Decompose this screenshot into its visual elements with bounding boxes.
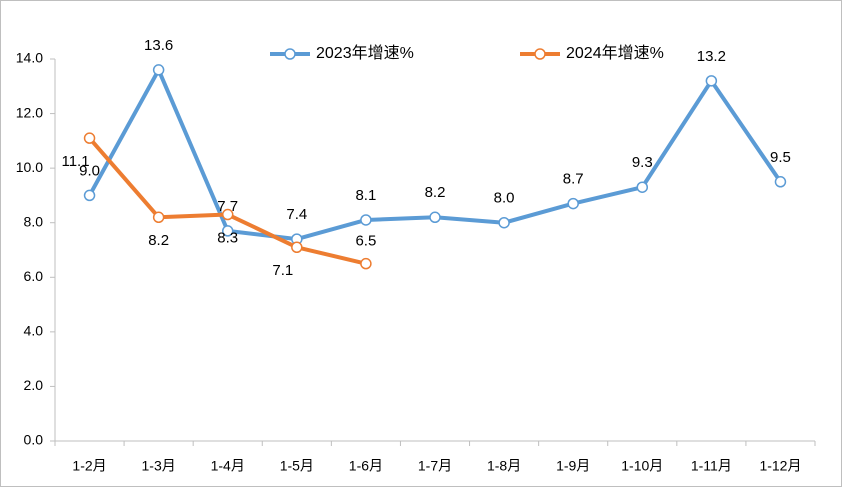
x-tick-label: 1-9月 <box>556 458 590 474</box>
point <box>152 64 165 76</box>
point <box>498 216 510 229</box>
data-label: 9.3 <box>632 154 653 171</box>
point <box>360 257 372 270</box>
data-label: 7.7 <box>217 198 238 215</box>
point <box>429 211 441 224</box>
x-tick-label: 1-6月 <box>349 458 383 474</box>
x-tick-label: 1-11月 <box>691 458 732 474</box>
point <box>291 241 303 254</box>
point <box>636 181 649 193</box>
data-label: 8.2 <box>425 184 446 201</box>
point <box>221 208 234 221</box>
data-label: 8.1 <box>355 187 376 204</box>
legend-label: 2023年增速% <box>316 44 414 62</box>
x-tick-label: 1-2月 <box>72 458 106 474</box>
x-tick-label: 1-4月 <box>211 458 245 474</box>
data-label: 9.5 <box>770 149 791 166</box>
point <box>152 211 165 224</box>
y-tick-label: 2.0 <box>24 377 44 393</box>
y-tick-label: 10.0 <box>16 159 43 175</box>
data-label: 13.2 <box>697 48 726 65</box>
point <box>83 189 96 202</box>
y-tick-label: 12.0 <box>16 104 43 120</box>
data-label: 11.1 <box>61 153 89 170</box>
y-tick-label: 4.0 <box>24 323 44 339</box>
point <box>221 225 234 237</box>
point <box>567 197 579 210</box>
point <box>83 132 96 144</box>
x-tick-label: 1-5月 <box>280 458 314 474</box>
data-label: 7.1 <box>272 262 293 279</box>
x-tick-label: 1-7月 <box>418 458 452 474</box>
data-label: 8.2 <box>148 232 169 249</box>
legend-marker <box>284 48 296 60</box>
data-label: 7.4 <box>286 206 307 223</box>
point <box>360 214 372 226</box>
y-tick-label: 6.0 <box>24 268 44 284</box>
legend-label: 2024年增速% <box>566 44 664 62</box>
y-tick-label: 8.0 <box>24 213 44 229</box>
y-tick-label: 14.0 <box>16 50 43 66</box>
y-tick-label: 0.0 <box>24 432 44 448</box>
point <box>774 176 787 188</box>
x-tick-label: 1-8月 <box>487 458 521 474</box>
data-label: 9.0 <box>79 162 100 179</box>
legend-marker <box>534 48 546 60</box>
point <box>705 75 718 87</box>
data-label: 8.3 <box>217 229 238 246</box>
data-label: 6.5 <box>355 233 376 250</box>
data-label: 8.0 <box>494 190 515 207</box>
x-tick-label: 1-12月 <box>759 458 801 474</box>
data-label: 8.7 <box>563 171 584 188</box>
x-tick-label: 1-3月 <box>142 458 176 474</box>
x-tick-label: 1-10月 <box>621 458 663 474</box>
data-label: 13.6 <box>144 37 173 54</box>
